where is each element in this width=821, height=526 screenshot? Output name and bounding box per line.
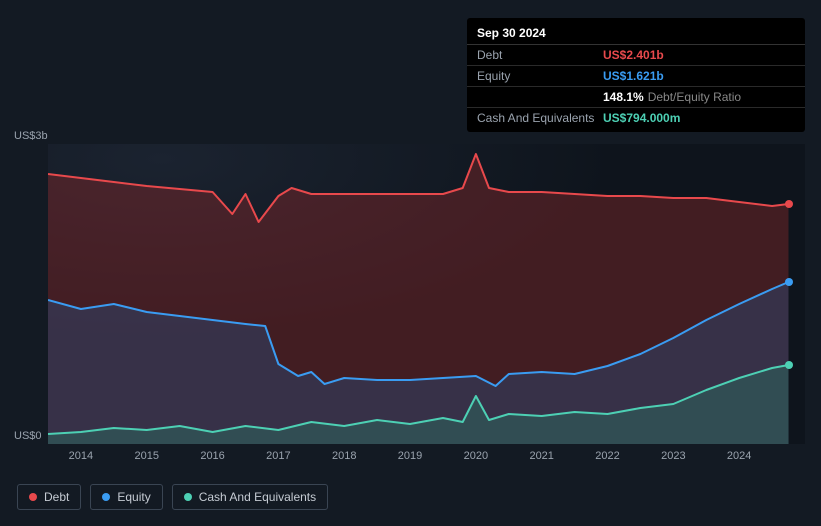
legend-item-equity[interactable]: Equity	[90, 484, 162, 510]
x-axis-tick: 2023	[661, 450, 685, 462]
legend: Debt Equity Cash And Equivalents	[17, 484, 328, 510]
cash-color-dot	[184, 493, 192, 501]
tooltip-date: Sep 30 2024	[467, 24, 805, 45]
tooltip-label: Debt	[477, 48, 603, 62]
equity-end-dot	[785, 278, 793, 286]
y-axis-label: US$0	[14, 430, 42, 442]
tooltip-label	[477, 90, 603, 104]
x-axis-tick: 2020	[464, 450, 488, 462]
tooltip-row: Cash And EquivalentsUS$794.000m	[467, 108, 805, 128]
x-axis-tick: 2019	[398, 450, 422, 462]
x-axis-tick: 2015	[134, 450, 158, 462]
legend-label: Cash And Equivalents	[199, 490, 316, 504]
debt-color-dot	[29, 493, 37, 501]
tooltip-row: 148.1%Debt/Equity Ratio	[467, 87, 805, 108]
x-axis-tick: 2024	[727, 450, 751, 462]
tooltip-value: US$794.000m	[603, 111, 680, 125]
cash-end-dot	[785, 361, 793, 369]
x-axis-tick: 2017	[266, 450, 290, 462]
x-axis-tick: 2016	[200, 450, 224, 462]
chart-svg	[48, 144, 805, 444]
legend-item-debt[interactable]: Debt	[17, 484, 81, 510]
tooltip-label: Equity	[477, 69, 603, 83]
tooltip-box: Sep 30 2024 DebtUS$2.401bEquityUS$1.621b…	[467, 18, 805, 132]
x-axis-tick: 2014	[69, 450, 93, 462]
legend-item-cash[interactable]: Cash And Equivalents	[172, 484, 328, 510]
tooltip-row: DebtUS$2.401b	[467, 45, 805, 66]
tooltip-value: US$1.621b	[603, 69, 664, 83]
legend-label: Debt	[44, 490, 69, 504]
chart-plot-area[interactable]	[48, 144, 805, 444]
tooltip-value: 148.1%Debt/Equity Ratio	[603, 90, 741, 104]
legend-label: Equity	[117, 490, 150, 504]
tooltip-suffix: Debt/Equity Ratio	[648, 90, 741, 104]
debt-end-dot	[785, 200, 793, 208]
x-axis-tick: 2018	[332, 450, 356, 462]
tooltip-row: EquityUS$1.621b	[467, 66, 805, 87]
equity-color-dot	[102, 493, 110, 501]
y-axis-label: US$3b	[14, 130, 48, 142]
tooltip-label: Cash And Equivalents	[477, 111, 603, 125]
x-axis-tick: 2022	[595, 450, 619, 462]
tooltip-value: US$2.401b	[603, 48, 664, 62]
x-axis-tick: 2021	[529, 450, 553, 462]
